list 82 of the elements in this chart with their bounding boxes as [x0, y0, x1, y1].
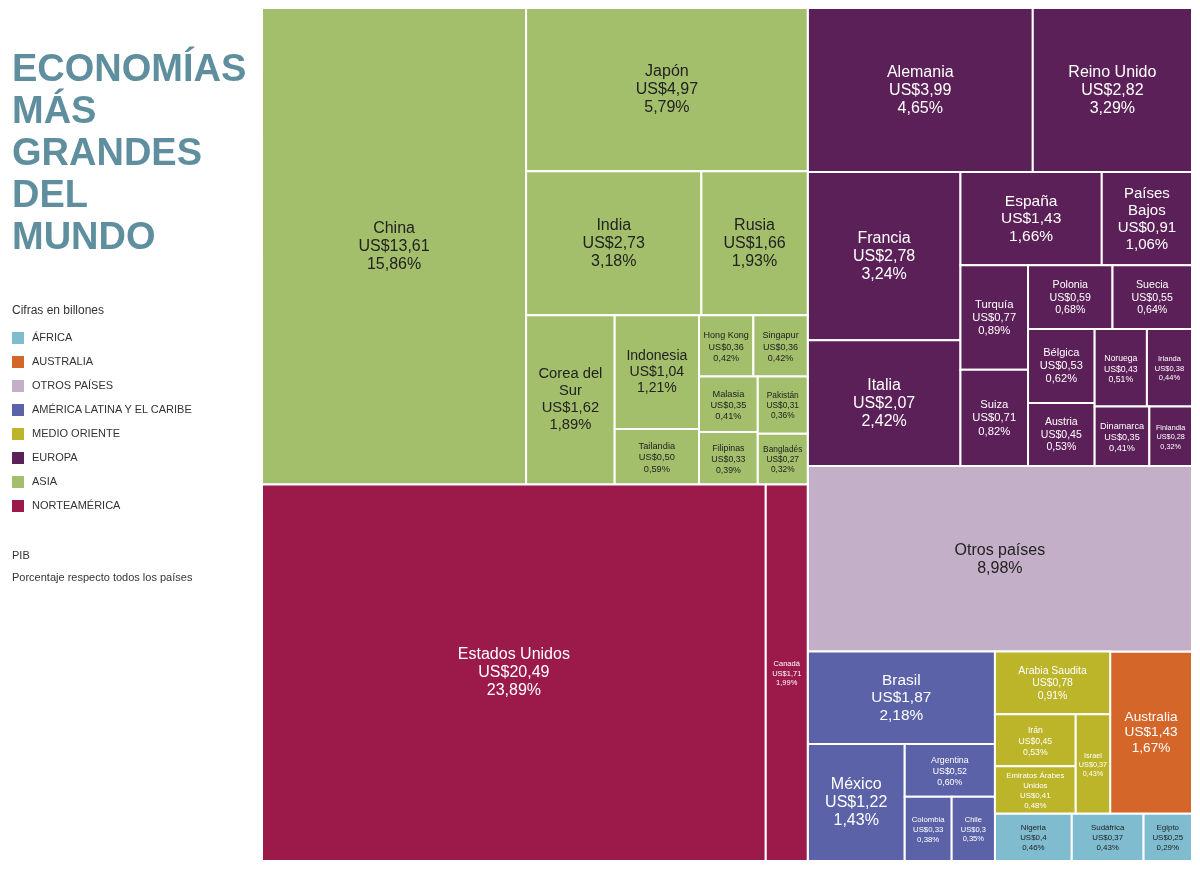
data-label: US$0,33 0,39% — [711, 453, 746, 475]
data-label: US$0,55 0,64% — [1131, 290, 1174, 316]
legend-label: MEDIO ORIENTE — [32, 427, 121, 439]
text: ECONOMÍAS MÁS GRANDES DEL MUNDO — [12, 46, 247, 257]
category-label: Suecia — [1136, 277, 1169, 290]
category-label: Reino Unido — [1068, 62, 1157, 80]
category-label: China — [373, 218, 416, 236]
legend-label: AMÉRICA LATINA Y EL CARIBE — [32, 403, 192, 415]
category-label: Países Bajos — [1123, 183, 1170, 218]
category-label: India — [596, 215, 632, 233]
text: PIB — [12, 549, 30, 561]
category-label: Australia — [1124, 708, 1178, 724]
data-label: US$2,82 3,29% — [1081, 80, 1144, 116]
category-label: Arabia Saudita — [1018, 664, 1087, 676]
category-label: Argentina — [931, 755, 969, 766]
data-label: US$0,27 0,32% — [766, 453, 800, 475]
data-label: US$0,36 0,42% — [762, 341, 799, 363]
category-label: Irán — [1027, 725, 1043, 736]
data-label: US$0,35 0,41% — [1104, 431, 1140, 454]
data-label: US$0,43 0,51% — [1103, 363, 1138, 385]
category-label: Turquía — [975, 297, 1015, 310]
data-label: US$0,71 0,82% — [972, 411, 1017, 437]
category-label: Malasia — [712, 388, 746, 399]
data-label: US$0,50 0,59% — [638, 452, 675, 474]
category-label: Francia — [857, 228, 911, 246]
legend-label: EUROPA — [32, 451, 79, 463]
legend-label: ASIA — [32, 475, 58, 487]
data-label: US$0,35 0,41% — [710, 399, 747, 422]
data-label: US$0,53 0,62% — [1039, 359, 1083, 385]
category-label: España — [1004, 191, 1058, 209]
legend-label: ÁFRICA — [32, 331, 73, 343]
data-label: 8,98% — [977, 558, 1023, 576]
category-label: Polonia — [1052, 277, 1089, 290]
category-label: México — [830, 775, 882, 793]
category-label: Alemania — [886, 62, 954, 80]
data-label: US$0,45 0,53% — [1018, 735, 1053, 757]
data-label: US$2,07 2,42% — [852, 393, 916, 429]
data-label: US$0,59 0,68% — [1049, 290, 1092, 316]
category-label: Brasil — [882, 671, 921, 689]
data-label: US$0,78 0,91% — [1032, 677, 1074, 701]
data-label: US$0,36 0,42% — [708, 341, 744, 363]
data-label: US$13,61 15,86% — [358, 236, 430, 272]
data-label: US$20,49 23,89% — [478, 663, 550, 699]
category-label: Estados Unidos — [457, 645, 570, 663]
category-label: Indonesia — [626, 346, 688, 363]
category-label: Austria — [1044, 415, 1078, 428]
legend-title: Cifras en billones — [12, 303, 105, 317]
data-label: US$1,87 2,18% — [871, 688, 932, 723]
category-label: Noruega — [1104, 352, 1138, 363]
category-label: Hong Kong — [703, 330, 749, 341]
category-label: Bélgica — [1043, 346, 1081, 359]
category-label: Singapur — [762, 330, 799, 341]
data-label: US$1,43 1,66% — [1000, 209, 1062, 244]
text: Porcentaje respecto todos los países — [12, 571, 193, 583]
data-label: US$0,31 0,36% — [766, 399, 800, 421]
category-label: Rusia — [734, 215, 776, 233]
data-label: US$0,52 0,60% — [932, 766, 968, 787]
data-label: US$3,99 4,65% — [889, 80, 952, 116]
data-label: US$1,66 1,93% — [723, 233, 786, 269]
data-label: US$0,91 1,06% — [1117, 217, 1177, 252]
category-label: Suiza — [980, 397, 1010, 410]
category-label: Filipinas — [712, 443, 746, 454]
data-label: US$2,78 3,24% — [852, 246, 916, 282]
category-label: Otros países — [954, 540, 1046, 558]
data-label: US$1,62 1,89% — [541, 398, 600, 432]
data-label: US$2,73 3,18% — [582, 233, 645, 269]
legend-label: AUSTRALIA — [32, 355, 94, 367]
category-label: Tailandia — [638, 441, 676, 452]
legend-label: OTROS PAÍSES — [32, 379, 114, 391]
category-label: Bangladés — [763, 443, 803, 454]
data-label: US$4,97 5,79% — [635, 80, 699, 116]
category-label: Corea del Sur — [538, 365, 603, 399]
category-label: Italia — [867, 375, 902, 393]
data-label: US$0,45 0,53% — [1040, 427, 1082, 453]
category-label: Japón — [645, 62, 689, 80]
data-label: US$1,04 1,21% — [629, 363, 685, 396]
data-label: US$1,43 1,67% — [1124, 724, 1178, 756]
data-label: US$0,77 0,89% — [972, 310, 1017, 337]
legend-label: NORTEAMÉRICA — [32, 499, 122, 511]
category-label: Pakistán — [766, 389, 800, 400]
data-label: US$1,22 1,43% — [825, 793, 888, 829]
category-label: Dinamarca — [1099, 420, 1145, 431]
